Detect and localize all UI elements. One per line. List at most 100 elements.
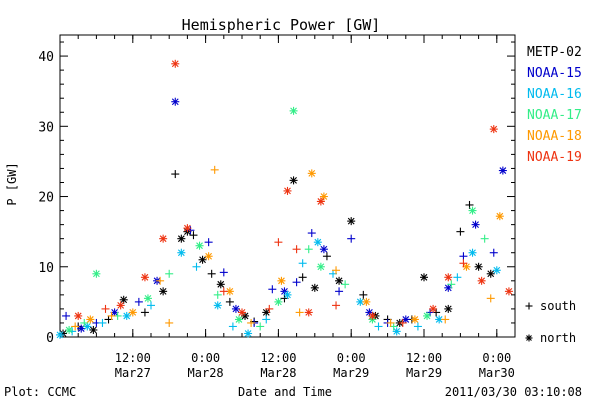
data-point-south [322,252,331,261]
plus-marker-icon [525,302,533,310]
data-point-south [386,318,395,327]
marker-stroke [320,193,328,200]
x-tick-label-time: 0:00 [337,351,366,365]
legend-entry: NOAA-19 [527,150,582,165]
marker-stroke [171,60,179,68]
data-point-north [495,212,504,221]
data-point-south [165,318,174,327]
marker-stroke [493,266,501,274]
marker-stroke [478,277,486,285]
data-point-south [171,170,180,179]
marker-stroke [120,296,128,304]
data-point-south [213,290,222,299]
marker-stroke [196,242,203,250]
data-point-north [319,245,328,254]
series-legend: METP-02 NOAA-15 NOAA-16 NOAA-17 NOAA-18 NOAA-… [527,45,582,165]
data-point-north [486,269,495,278]
data-point-south [307,229,316,238]
marker-stroke [423,312,431,320]
data-point-north [283,186,292,195]
marker-stroke [290,176,297,184]
data-point-north [198,255,207,264]
marker-stroke [317,263,325,271]
data-point-south [456,227,465,236]
data-point-south [304,245,313,254]
marker-stroke [366,309,373,316]
data-point-north [171,97,180,106]
data-point-north [238,308,246,317]
data-points [56,59,513,339]
data-point-south [107,311,116,320]
x-tick-label-time: 0:00 [191,351,220,365]
marker-stroke [74,312,82,320]
data-point-south [265,304,274,313]
marker-stroke [226,287,234,295]
data-point-north [504,287,513,296]
marker-stroke [177,249,185,257]
data-point-south [71,322,80,331]
data-point-north [347,217,356,226]
data-point-north [277,276,286,285]
x-tick-label-time: 12:00 [115,351,151,365]
data-point-north [498,166,507,175]
data-point-north [177,234,186,243]
x-tick-label-date: Mar30 [479,366,515,380]
marker-stroke [86,316,94,323]
data-point-south [256,322,265,331]
marker-stroke [469,249,476,257]
data-point-south [225,297,234,306]
data-point-south [413,322,422,331]
data-point-south [335,287,344,296]
data-point-north [274,297,283,306]
marker-stroke [526,335,532,341]
data-point-south [134,297,143,306]
data-point-north [244,329,253,338]
marker-stroke [393,327,401,335]
marker-stroke [171,98,179,106]
marker-stroke [314,238,322,246]
data-point-south [298,259,307,268]
data-point-north [444,273,453,282]
data-point-south [292,278,301,287]
marker-stroke [159,235,167,243]
marker-stroke [235,316,243,323]
data-point-south [262,315,271,324]
x-tick-label-date: Mar27 [115,366,151,380]
legend-entry: NOAA-17 [527,108,582,123]
marker-stroke [420,273,428,281]
marker-stroke [444,284,452,292]
marker-stroke [214,302,222,309]
data-point-north [122,311,131,320]
y-tick-label: 20 [38,191,54,206]
marker-stroke [123,312,131,320]
data-point-south [274,238,283,247]
data-point-north [313,238,322,247]
marker-stroke [244,330,252,337]
marker-stroke [469,207,476,214]
data-point-south [268,285,277,294]
marker-stroke [111,309,118,316]
marker-stroke [275,298,282,306]
data-point-south [374,322,383,331]
marker-stroke [505,287,513,295]
data-point-north [368,311,377,320]
marker-legend-label: south [540,299,576,313]
data-point-north [89,325,98,334]
data-point-south [192,262,201,271]
marker-stroke [347,217,355,225]
data-point-south [140,308,149,317]
legend-entry: NOAA-18 [527,129,582,144]
data-point-south [480,234,489,243]
marker-stroke [317,198,325,205]
data-point-north [477,276,486,285]
footer-timestamp: 2011/03/30 03:10:08 [445,385,582,399]
x-axis-label: Date and Time [238,385,332,399]
data-point-north [204,252,213,261]
data-point-north [489,125,498,134]
marker-stroke [177,235,185,243]
data-point-south [80,318,89,327]
marker-stroke [429,305,437,313]
data-point-north [304,308,313,317]
data-point-north [335,276,344,285]
